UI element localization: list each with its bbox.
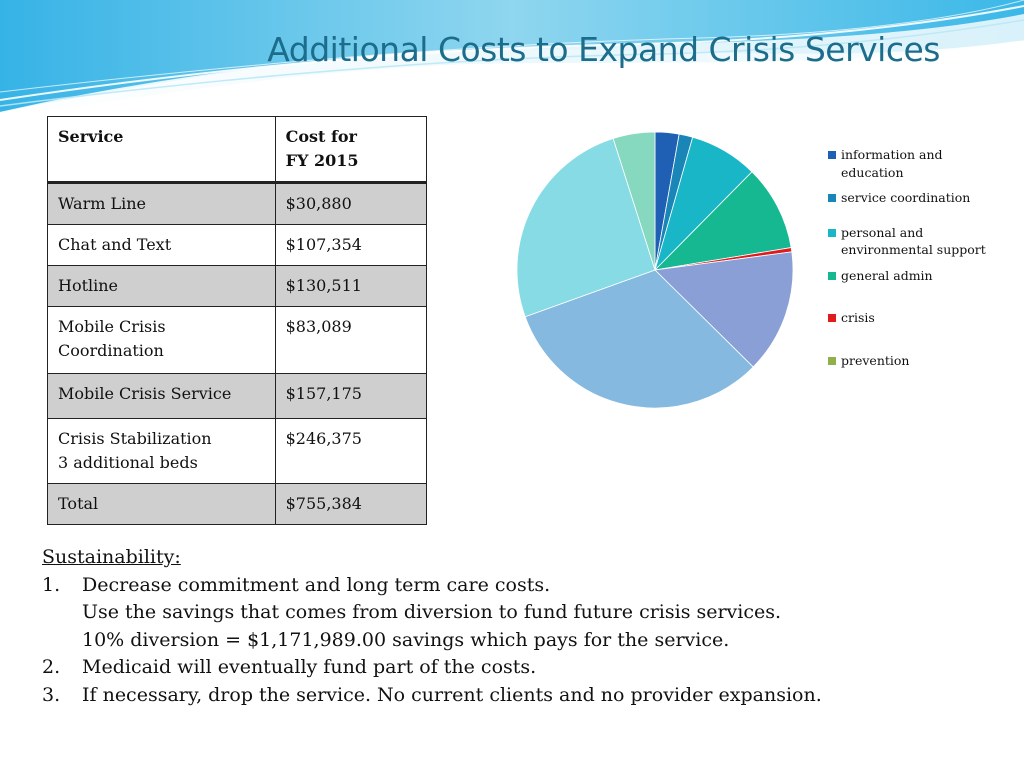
- cost-cell: $30,880: [274, 182, 428, 225]
- pie-slice-6: [654, 251, 794, 368]
- service-cell: Chat and Text: [47, 224, 276, 266]
- sustainability-section: Sustainability: 1. Decrease commitment a…: [42, 544, 1002, 709]
- header-wave-banner: [0, 0, 1024, 118]
- legend-label: service coordination: [841, 190, 971, 205]
- cost-table: Service Cost for FY 2015 Warm Line $30,8…: [47, 116, 428, 525]
- list-item: 1. Decrease commitment and long term car…: [42, 572, 1002, 600]
- pie-slice-4: [653, 171, 792, 271]
- service-cell: Crisis Stabilization 3 additional beds: [47, 418, 276, 484]
- header-service: Service: [47, 116, 276, 184]
- sustainability-heading: Sustainability:: [42, 546, 181, 568]
- header-cost: Cost for FY 2015: [274, 116, 428, 184]
- service-cell: Mobile Crisis Service: [47, 373, 276, 419]
- chart-legend: information and education service coordi…: [828, 146, 1018, 369]
- list-text: Decrease commitment and long term care c…: [82, 573, 551, 596]
- service-cell: Hotline: [47, 265, 276, 307]
- legend-item: information and education: [828, 146, 1018, 181]
- table-row: Crisis Stabilization 3 additional beds $…: [47, 418, 428, 484]
- legend-item: crisis: [828, 309, 1018, 327]
- legend-item: service coordination: [828, 189, 1018, 207]
- pie-slice-9: [612, 131, 656, 271]
- slide-title: Additional Costs to Expand Crisis Servic…: [267, 30, 940, 69]
- list-number: 3.: [42, 683, 61, 706]
- cost-cell: $755,384: [274, 483, 428, 525]
- list-continuation: 10% diversion = $1,171,989.00 savings wh…: [82, 628, 730, 651]
- cost-cell: $83,089: [274, 306, 428, 374]
- legend-item: prevention: [828, 352, 1018, 370]
- table-row: Mobile Crisis Service $157,175: [47, 373, 428, 419]
- table-row: Chat and Text $107,354: [47, 224, 428, 266]
- list-item: 2. Medicaid will eventually fund part of…: [42, 654, 1002, 682]
- legend-item: general admin: [828, 267, 1018, 285]
- pie-chart: [516, 131, 794, 409]
- list-item: 3. If necessary, drop the service. No cu…: [42, 682, 1002, 710]
- list-text: Medicaid will eventually fund part of th…: [82, 656, 537, 678]
- legend-swatch: [828, 356, 836, 365]
- legend-swatch: [828, 271, 836, 280]
- table-row: Warm Line $30,880: [47, 182, 428, 225]
- legend-item: personal and environmental support: [828, 224, 1018, 259]
- list-number: 1.: [42, 573, 61, 596]
- cost-cell: $107,354: [274, 224, 428, 266]
- legend-swatch: [828, 151, 836, 159]
- table-header-row: Service Cost for FY 2015: [47, 116, 428, 184]
- legend-label: general admin: [841, 267, 933, 283]
- legend-label: information and education: [841, 147, 943, 180]
- service-cell: Warm Line: [47, 182, 276, 225]
- table-row: Hotline $130,511: [47, 265, 428, 307]
- table-row-total: Total $755,384: [47, 483, 428, 525]
- cost-cell: $130,511: [274, 265, 428, 307]
- table-row: Mobile Crisis Coordination $83,089: [47, 306, 428, 374]
- cost-cell: $246,375: [274, 418, 428, 484]
- legend-swatch: [828, 314, 836, 322]
- service-cell: Mobile Crisis Coordination: [47, 306, 276, 374]
- legend-swatch: [828, 228, 836, 237]
- cost-cell: $157,175: [274, 373, 428, 419]
- legend-label: personal and environmental support: [841, 224, 986, 258]
- pie-slice-8: [516, 137, 656, 318]
- legend-label: prevention: [841, 352, 910, 368]
- service-cell: Total: [47, 483, 276, 525]
- legend-label: crisis: [841, 310, 875, 325]
- list-text: If necessary, drop the service. No curre…: [82, 683, 822, 706]
- list-number: 2.: [42, 656, 61, 678]
- list-continuation: Use the savings that comes from diversio…: [82, 601, 782, 623]
- legend-swatch: [828, 194, 836, 202]
- pie-slice-7: [524, 269, 754, 409]
